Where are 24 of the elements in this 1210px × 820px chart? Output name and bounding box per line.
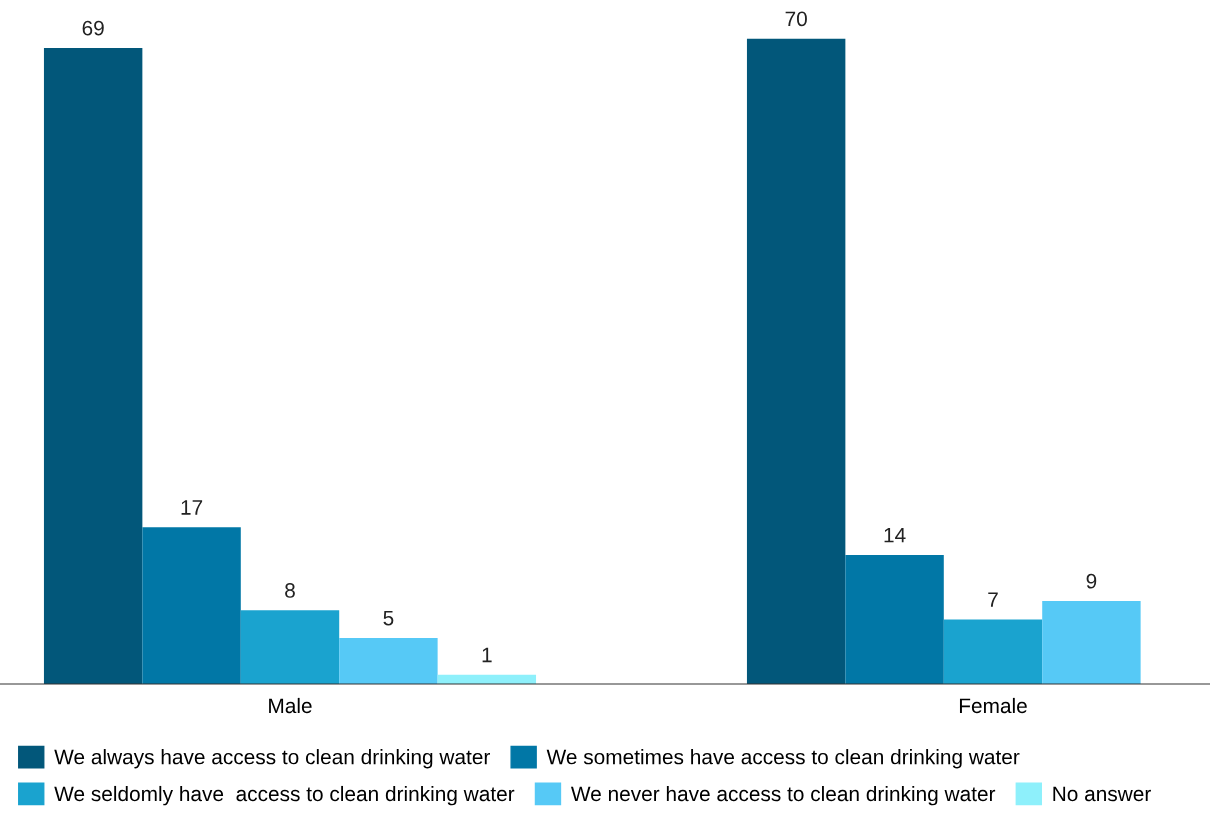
bar (339, 637, 438, 684)
bar (240, 610, 340, 684)
data-label: 7 (988, 592, 998, 607)
data-label: 70 (785, 11, 807, 27)
bar (1042, 601, 1141, 684)
bar (943, 619, 1043, 684)
data-label: 69 (82, 20, 104, 36)
x-tick-label: Male (269, 697, 312, 714)
x-tick-label: Female (959, 697, 1027, 714)
bar (845, 554, 944, 684)
bar (43, 47, 143, 684)
data-label: 5 (383, 610, 394, 626)
legend-label: We never have access to clean drinking water (570, 785, 996, 806)
legend-label: We seldomly have access to clean drinking water (54, 785, 515, 806)
data-label: 14 (884, 527, 906, 543)
legend-label: We sometimes have access to clean drinking water (546, 749, 1020, 769)
data-label: 1 (482, 647, 492, 663)
legend-label: We always have access to clean drinking water (54, 749, 490, 769)
data-label: 9 (1086, 573, 1097, 589)
legend-label: No answer (1053, 786, 1151, 802)
data-label: 8 (285, 583, 295, 598)
data-label: 17 (181, 500, 203, 515)
bar (142, 527, 241, 684)
bar (746, 38, 846, 684)
